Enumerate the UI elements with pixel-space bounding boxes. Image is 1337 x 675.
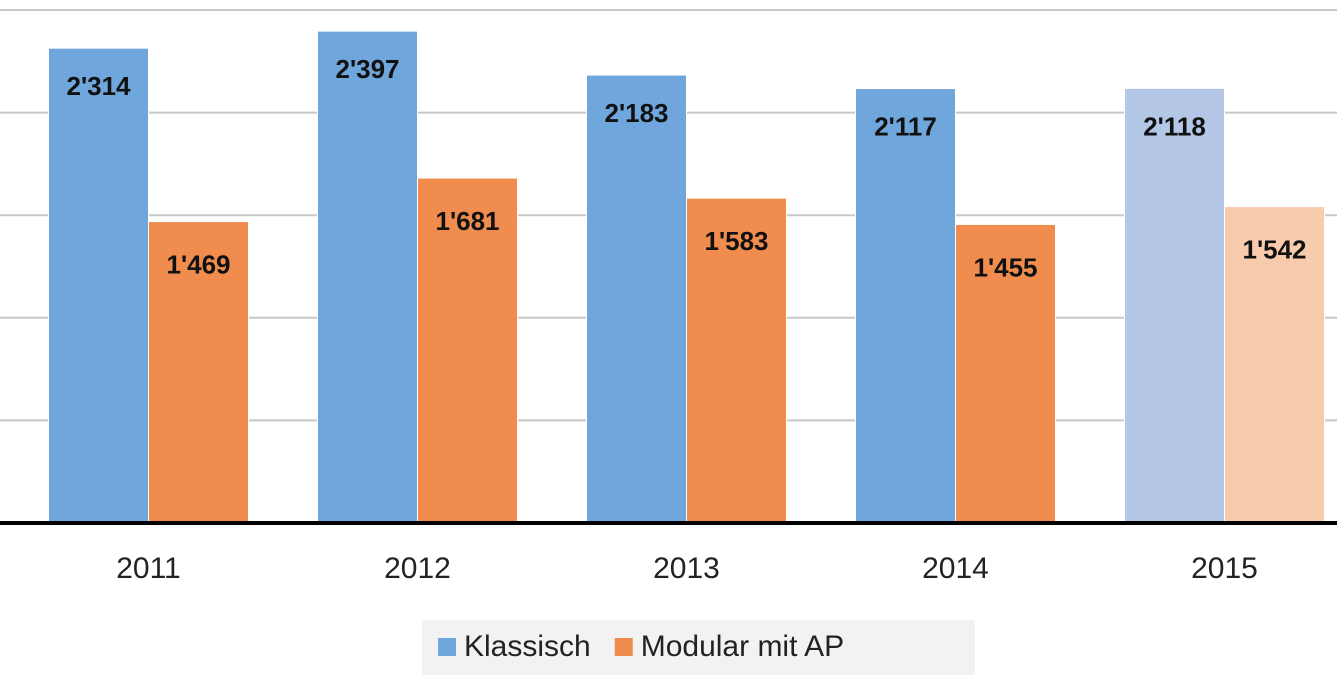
data-label: 1'469 xyxy=(166,249,230,279)
x-tick-label: 2012 xyxy=(384,552,451,585)
data-label: 2'397 xyxy=(335,54,399,84)
legend-swatch xyxy=(438,638,456,656)
data-label: 2'117 xyxy=(874,111,937,141)
data-label: 1'455 xyxy=(973,252,1037,282)
bar xyxy=(1124,87,1225,524)
bar xyxy=(955,223,1056,524)
legend-label: Modular mit AP xyxy=(641,630,844,663)
data-label: 2'118 xyxy=(1143,111,1206,141)
bar xyxy=(1224,206,1325,524)
legend-swatch xyxy=(614,638,633,656)
legend-box xyxy=(422,620,975,675)
x-tick-label: 2011 xyxy=(116,552,181,585)
bar xyxy=(586,74,687,524)
data-label: 1'542 xyxy=(1242,234,1306,264)
data-label: 2'314 xyxy=(66,71,131,101)
legend-label: Klassisch xyxy=(464,630,591,663)
x-tick-label: 2014 xyxy=(922,552,989,585)
bar xyxy=(48,47,149,524)
x-tick-label: 2013 xyxy=(653,552,720,585)
data-label: 2'183 xyxy=(604,98,668,128)
bar xyxy=(317,30,418,524)
data-label: 1'583 xyxy=(704,226,768,256)
x-tick-label: 2015 xyxy=(1191,552,1258,585)
data-label: 1'681 xyxy=(435,206,499,236)
bar xyxy=(417,177,518,524)
bar xyxy=(855,88,956,524)
bar xyxy=(686,197,787,524)
